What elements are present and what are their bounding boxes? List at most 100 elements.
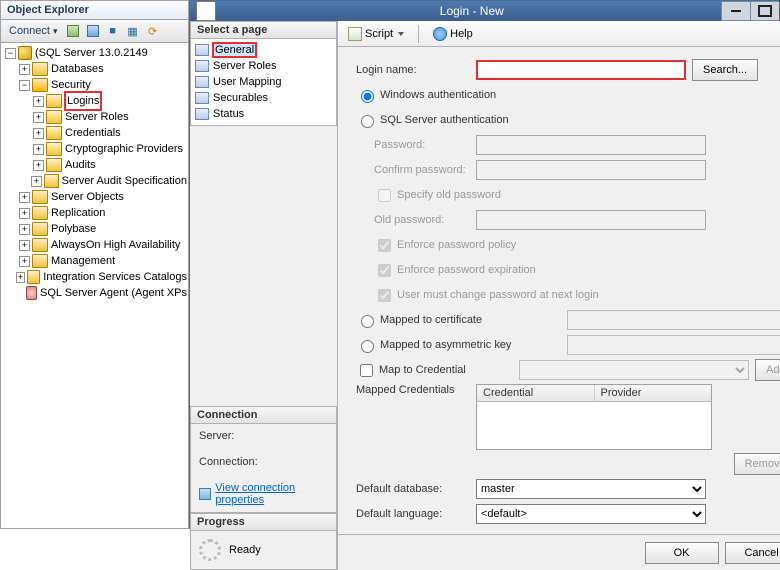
folder-icon <box>32 190 48 204</box>
map-credential-combo <box>519 360 749 380</box>
enforce-policy-checkbox <box>378 239 391 252</box>
explorer-tree[interactable]: −(SQL Server 13.0.2149 +Databases −Secur… <box>1 43 188 528</box>
page-securables[interactable]: Securables <box>194 90 333 106</box>
default-db-combo[interactable]: master <box>476 479 706 499</box>
mapped-cert-radio[interactable] <box>361 315 374 328</box>
default-lang-combo[interactable]: <default> <box>476 504 706 524</box>
dialog-toolbar: Script Help <box>338 21 780 47</box>
tree-logins[interactable]: Logins <box>64 91 102 111</box>
tree-isc[interactable]: Integration Services Catalogs <box>42 269 188 285</box>
dropdown-icon <box>398 32 404 36</box>
connect-dropdown[interactable]: Connect ▾ <box>5 25 62 37</box>
expand-icon[interactable]: + <box>33 112 44 123</box>
map-credential-checkbox[interactable] <box>360 364 373 377</box>
tree-audits[interactable]: Audits <box>64 157 97 173</box>
confirm-password-input <box>476 160 706 180</box>
expand-icon[interactable]: + <box>19 64 30 75</box>
must-change-label: User must change password at next login <box>397 289 599 301</box>
dialog-right-pane: Script Help Login name: Search... Window… <box>338 21 780 570</box>
sql-auth-label: SQL Server authentication <box>380 114 509 126</box>
login-name-label: Login name: <box>356 64 476 76</box>
mapped-asym-label: Mapped to asymmetric key <box>380 339 520 351</box>
tree-alwayson[interactable]: AlwaysOn High Availability <box>50 237 181 253</box>
expand-icon[interactable]: + <box>31 176 41 187</box>
pages-header: Select a page <box>191 22 336 39</box>
folder-icon <box>46 126 62 140</box>
toolbar-btn-3[interactable]: ■ <box>104 22 122 40</box>
map-credential-label: Map to Credential <box>379 364 519 376</box>
folder-icon <box>32 206 48 220</box>
grid-col-credential: Credential <box>477 385 595 401</box>
toolbar-btn-4[interactable]: ▦ <box>124 22 142 40</box>
toolbar-btn-5[interactable]: ⟳ <box>144 22 162 40</box>
tree-server-roles[interactable]: Server Roles <box>64 109 130 125</box>
expand-icon[interactable]: + <box>33 96 44 107</box>
expand-icon[interactable]: + <box>19 256 30 267</box>
help-icon <box>433 27 447 41</box>
maximize-button[interactable] <box>750 1 780 21</box>
dialog-titlebar[interactable]: Login - New ✕ <box>190 1 780 21</box>
default-lang-label: Default language: <box>356 508 476 520</box>
mapped-creds-grid[interactable]: CredentialProvider <box>476 384 712 450</box>
dialog-left-pane: Select a page General Server Roles User … <box>190 21 338 570</box>
expand-icon[interactable]: + <box>33 144 44 155</box>
login-new-dialog: Login - New ✕ Select a page General Serv… <box>189 0 780 529</box>
tree-root[interactable]: (SQL Server 13.0.2149 <box>34 45 149 61</box>
windows-auth-radio[interactable] <box>361 90 374 103</box>
enforce-expire-label: Enforce password expiration <box>397 264 536 276</box>
object-explorer: Object Explorer Connect ▾ ■ ▦ ⟳ −(SQL Se… <box>0 0 189 529</box>
must-change-checkbox <box>378 289 391 302</box>
expand-icon[interactable]: + <box>33 160 44 171</box>
toolbar-btn-1[interactable] <box>64 22 82 40</box>
tree-audit-spec[interactable]: Server Audit Specification <box>61 173 188 189</box>
expand-icon[interactable]: + <box>19 240 30 251</box>
mapped-asym-combo <box>567 335 780 355</box>
old-password-label: Old password: <box>374 214 476 226</box>
folder-icon <box>46 94 62 108</box>
tree-crypto[interactable]: Cryptographic Providers <box>64 141 184 157</box>
sql-auth-radio[interactable] <box>361 115 374 128</box>
page-user-mapping[interactable]: User Mapping <box>194 74 333 90</box>
tree-replication[interactable]: Replication <box>50 205 106 221</box>
tree-polybase[interactable]: Polybase <box>50 221 97 237</box>
page-icon <box>195 44 209 56</box>
enforce-policy-label: Enforce password policy <box>397 239 516 251</box>
add-button: Add <box>755 359 780 381</box>
server-icon <box>18 46 32 60</box>
page-server-roles[interactable]: Server Roles <box>194 58 333 74</box>
login-name-input[interactable] <box>476 60 686 80</box>
folder-icon <box>32 62 48 76</box>
toolbar-btn-2[interactable] <box>84 22 102 40</box>
remove-button: Remove <box>734 453 780 475</box>
tree-databases[interactable]: Databases <box>50 61 105 77</box>
folder-icon <box>32 238 48 252</box>
expand-icon[interactable]: + <box>19 224 30 235</box>
explorer-toolbar: Connect ▾ ■ ▦ ⟳ <box>1 20 188 43</box>
expand-icon[interactable]: − <box>5 48 16 59</box>
expand-icon[interactable]: + <box>19 208 30 219</box>
view-connection-properties-link[interactable]: View connection properties <box>199 482 328 506</box>
search-button[interactable]: Search... <box>692 59 758 81</box>
mapped-asym-radio[interactable] <box>361 340 374 353</box>
page-general[interactable]: General <box>194 42 333 58</box>
expand-icon[interactable]: − <box>19 80 30 91</box>
tree-credentials[interactable]: Credentials <box>64 125 122 141</box>
tree-agent[interactable]: SQL Server Agent (Agent XPs <box>39 285 188 301</box>
page-status[interactable]: Status <box>194 106 333 122</box>
tree-server-objects[interactable]: Server Objects <box>50 189 125 205</box>
mapped-creds-label: Mapped Credentials <box>356 384 476 396</box>
help-button[interactable]: Help <box>429 26 477 42</box>
enforce-expire-checkbox <box>378 264 391 277</box>
expand-icon[interactable]: + <box>19 192 30 203</box>
folder-icon <box>32 254 48 268</box>
script-button[interactable]: Script <box>344 26 408 42</box>
separator <box>418 25 419 43</box>
mapped-cert-label: Mapped to certificate <box>380 314 520 326</box>
expand-icon[interactable]: + <box>33 128 44 139</box>
cancel-button[interactable]: Cancel <box>725 542 780 564</box>
tree-management[interactable]: Management <box>50 253 116 269</box>
minimize-button[interactable] <box>721 1 751 21</box>
ok-button[interactable]: OK <box>645 542 719 564</box>
grid-col-provider: Provider <box>595 385 712 401</box>
expand-icon[interactable]: + <box>16 272 25 283</box>
